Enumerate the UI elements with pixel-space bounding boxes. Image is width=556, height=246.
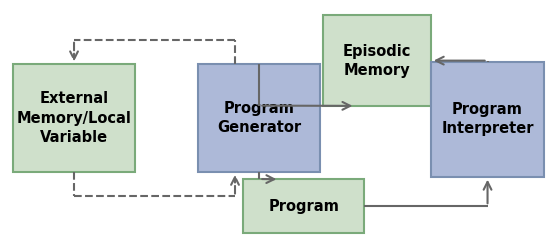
FancyBboxPatch shape <box>243 179 364 233</box>
Text: Program: Program <box>268 199 339 214</box>
Text: Program
Generator: Program Generator <box>217 101 301 135</box>
FancyBboxPatch shape <box>13 64 135 172</box>
Text: External
Memory/Local
Variable: External Memory/Local Variable <box>17 92 131 145</box>
FancyBboxPatch shape <box>431 62 544 177</box>
FancyBboxPatch shape <box>323 15 431 106</box>
FancyBboxPatch shape <box>198 64 320 172</box>
Text: Program
Interpreter: Program Interpreter <box>441 102 534 137</box>
Text: Episodic
Memory: Episodic Memory <box>342 44 411 78</box>
